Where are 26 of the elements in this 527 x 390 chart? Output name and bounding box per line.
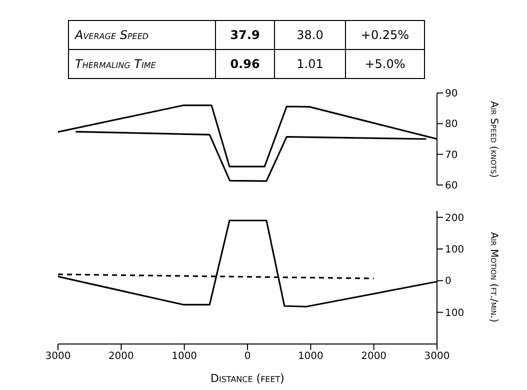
y-tick-label: 100 [445, 308, 464, 319]
x-tick-label: 2000 [361, 351, 387, 362]
text: 38.0 [274, 21, 345, 49]
y-tick-label: 100 [445, 244, 464, 256]
text: +0.25% [345, 21, 424, 49]
x-tick-label: 1000 [172, 351, 198, 362]
x-tick-label: 2000 [108, 351, 134, 362]
y-tick-label: 200 [445, 212, 464, 224]
y-tick-label: 80 [445, 119, 458, 130]
y-axis-title: Air Motion (ft./min.) [488, 231, 499, 325]
x-axis-title: Distance (feet) [210, 372, 284, 385]
text: 1.01 [274, 50, 345, 78]
y-tick-label: 0 [445, 276, 452, 288]
y-tick-label: 70 [445, 150, 458, 161]
x-tick-label: 0 [244, 351, 251, 362]
text: Thermaling Time [74, 56, 157, 73]
text: Average Speed [74, 27, 150, 44]
x-tick-label: 3000 [424, 351, 450, 362]
text: +5.0% [345, 50, 424, 78]
x-tick-label: 1000 [298, 351, 324, 362]
text: 0.96 [215, 50, 274, 78]
text: 37.9 [215, 21, 274, 49]
x-tick-label: 3000 [45, 351, 71, 362]
y-tick-label: 60 [445, 180, 458, 192]
y-tick-label: 90 [445, 88, 458, 100]
y-axis-title: Air Speed (knots) [488, 100, 499, 180]
